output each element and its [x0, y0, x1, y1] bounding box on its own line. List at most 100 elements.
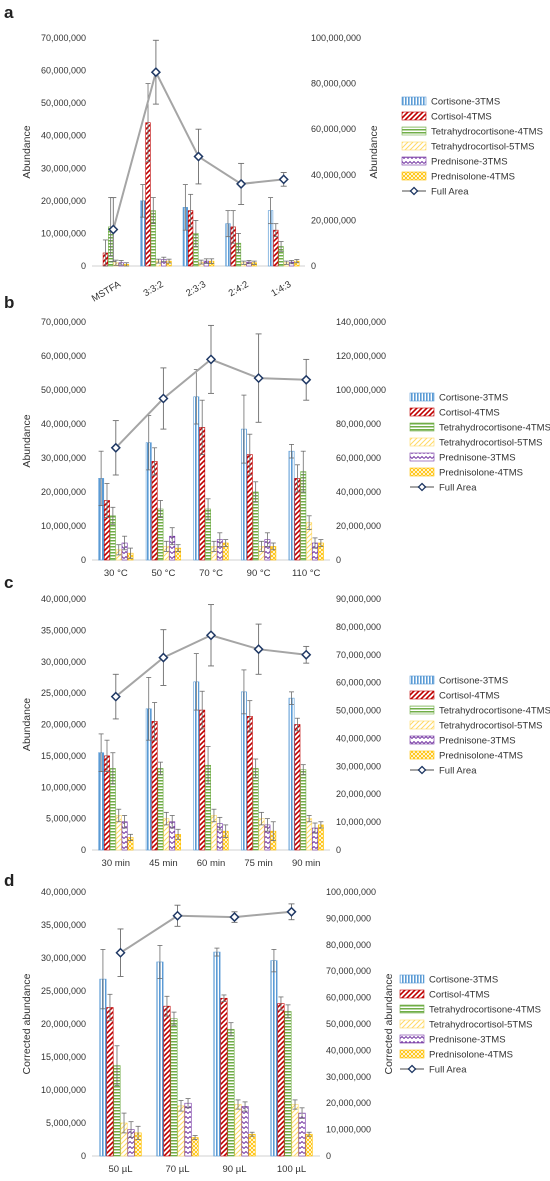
y-tick-label: 40,000,000: [41, 419, 86, 429]
panel-d: d 0 5,000,000 10,000,000 15,000,000 20,000,0…: [4, 871, 541, 1175]
bar-cortisone: [288, 697, 295, 851]
legend-marker-full-area: [417, 765, 427, 775]
y-tick-label: 25,000,000: [41, 688, 86, 698]
x-category-label: 90 µL: [223, 1164, 247, 1175]
x-category-label: MSTFA: [90, 279, 124, 305]
legend-swatch-thcortisol: [399, 1019, 425, 1029]
x-category-label: 110 °C: [292, 568, 321, 579]
y-tick-label: 70,000,000: [41, 33, 86, 43]
x-category-label: 90 °C: [247, 568, 271, 579]
y2-tick-label: 80,000,000: [336, 622, 381, 632]
x-category-label: 30 min: [102, 858, 131, 869]
y2-axis-title: Corrected abundance: [383, 973, 395, 1074]
panel-b: b 0 10,000,000 20,000,000 30,000,000 40,000,…: [4, 293, 550, 579]
y2-tick-label: 100,000,000: [311, 33, 361, 43]
bar-cortisol: [163, 1005, 171, 1157]
bar-cortisone: [288, 450, 295, 561]
y-axis-title: Abundance: [21, 125, 33, 178]
full-area-marker: [205, 354, 217, 365]
legend-swatch-cortisone: [401, 96, 427, 106]
x-category-label: 70 µL: [166, 1164, 190, 1175]
legend-marker-full-area: [407, 1064, 417, 1074]
y2-tick-label: 60,000,000: [326, 993, 371, 1003]
legend-swatch-cortisone: [409, 392, 435, 402]
y2-tick-label: 60,000,000: [336, 678, 381, 688]
y-tick-label: 0: [81, 1151, 86, 1161]
legend-marker-full-area: [417, 482, 427, 492]
y-tick-label: 30,000,000: [41, 657, 86, 667]
legend-label: Cortisone-3TMS: [439, 676, 508, 687]
legend-label: Tetrahydrocortisone-4TMS: [439, 706, 550, 717]
full-area-marker: [301, 649, 312, 660]
y-tick-label: 15,000,000: [41, 1052, 86, 1062]
bar-prednisone: [184, 1102, 192, 1157]
y-tick-label: 40,000,000: [41, 887, 86, 897]
full-area-marker: [236, 178, 247, 189]
y2-tick-label: 0: [336, 845, 341, 855]
y2-tick-label: 20,000,000: [336, 521, 381, 531]
full-area-marker: [115, 947, 126, 958]
x-category-label: 50 °C: [151, 568, 175, 579]
y-tick-label: 60,000,000: [41, 351, 86, 361]
y2-tick-label: 50,000,000: [336, 706, 381, 716]
bar-thcortisone: [252, 768, 259, 851]
legend-swatch-prednisone: [399, 1034, 425, 1044]
bar-thcortisone: [284, 1011, 292, 1157]
y-axis-title: Abundance: [21, 414, 33, 467]
y-tick-label: 30,000,000: [41, 163, 86, 173]
y2-tick-label: 40,000,000: [326, 1045, 371, 1055]
y2-tick-label: 40,000,000: [336, 487, 381, 497]
panel-letter: b: [4, 293, 14, 312]
full-area-marker: [110, 442, 121, 453]
y2-tick-label: 0: [311, 261, 316, 271]
bar-cortisol: [199, 709, 206, 851]
legend-label: Prednisone-3TMS: [439, 736, 516, 747]
y-tick-label: 20,000,000: [41, 196, 86, 206]
y-tick-label: 5,000,000: [46, 1118, 86, 1128]
legend-swatch-thcortisone: [399, 1004, 425, 1014]
y2-axis-title: Abundance: [368, 125, 380, 178]
y-tick-label: 70,000,000: [41, 317, 86, 327]
legend-label: Cortisone-3TMS: [439, 393, 508, 404]
bar-cortisone: [156, 961, 164, 1157]
y-tick-label: 0: [81, 555, 86, 565]
bar-cortisol: [106, 1007, 114, 1157]
legend-label: Tetrahydrocortisol-5TMS: [439, 438, 542, 449]
legend-label: Cortisol-4TMS: [431, 112, 492, 123]
y2-tick-label: 70,000,000: [336, 650, 381, 660]
y2-tick-label: 90,000,000: [326, 913, 371, 923]
y2-tick-label: 10,000,000: [336, 817, 381, 827]
full-area-marker: [108, 224, 119, 235]
legend-swatch-cortisone: [399, 974, 425, 984]
y2-tick-label: 80,000,000: [326, 940, 371, 950]
bar-cortisone: [240, 691, 247, 851]
legend-label: Full Area: [439, 766, 477, 777]
y-tick-label: 25,000,000: [41, 986, 86, 996]
x-category-label: 45 min: [149, 858, 178, 869]
bar-cortisol: [151, 461, 158, 561]
y-tick-label: 5,000,000: [46, 814, 86, 824]
bar-thcortisone: [227, 1028, 235, 1157]
bar-cortisol: [220, 997, 228, 1157]
full-area-marker: [253, 373, 264, 384]
x-category-label: 1:4:3: [269, 279, 293, 299]
y2-tick-label: 60,000,000: [311, 124, 356, 134]
y2-tick-label: 20,000,000: [336, 789, 381, 799]
full-area-marker: [150, 67, 161, 78]
full-area-marker: [193, 151, 204, 162]
legend-label: Prednisone-3TMS: [439, 453, 516, 464]
full-area-marker: [278, 174, 289, 185]
legend-swatch-prednisolone: [399, 1049, 425, 1059]
legend-swatch-thcortisone: [409, 705, 435, 715]
legend-swatch-thcortisol: [409, 720, 435, 730]
panel-letter: d: [4, 871, 14, 890]
y-tick-label: 10,000,000: [41, 228, 86, 238]
y2-tick-label: 140,000,000: [336, 317, 386, 327]
bar-thcortisol: [234, 1104, 242, 1157]
y2-tick-label: 120,000,000: [336, 351, 386, 361]
legend-label: Tetrahydrocortisol-5TMS: [431, 142, 534, 153]
full-area-marker: [158, 393, 169, 404]
legend-label: Cortisol-4TMS: [439, 408, 500, 419]
y-axis-title: Corrected abundance: [21, 973, 33, 1074]
